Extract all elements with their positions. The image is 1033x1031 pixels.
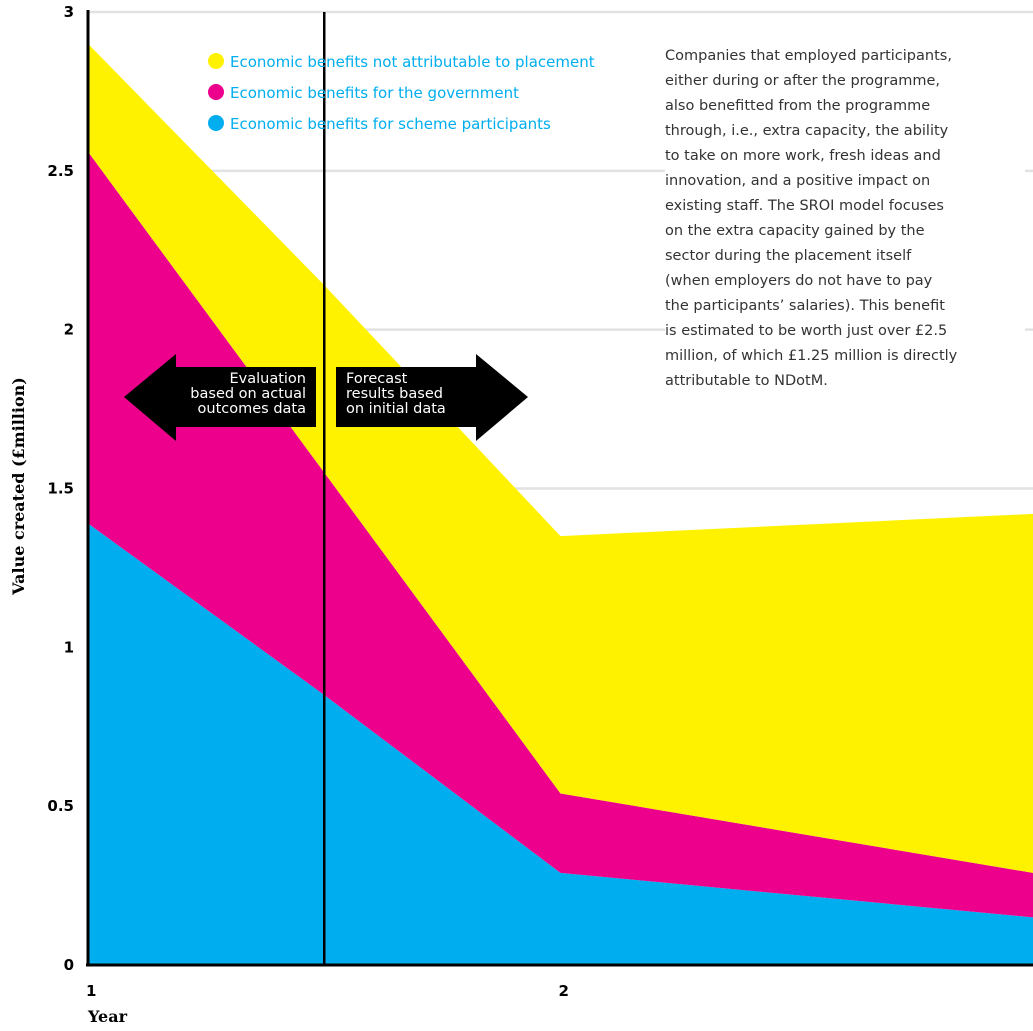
y-tick-label: 2 [64,321,74,339]
left-arrow-text: outcomes data [198,401,306,417]
legend-swatch [208,115,224,131]
left-arrow-text: based on actual [190,386,306,402]
legend-label: Economic benefits for the government [230,84,519,102]
y-tick-label: 1 [64,638,74,656]
left-arrow-text: Evaluation [229,371,306,387]
right-arrow-text: Forecast [346,371,408,387]
legend-swatch [208,84,224,100]
y-tick-label: 0.5 [47,797,74,815]
y-tick-label: 1.5 [47,480,74,498]
axes [86,10,1033,967]
x-axis-title: Year [87,1007,128,1026]
x-tick-label: 1 [86,982,96,1000]
right-arrow-text: results based [346,386,443,402]
area-series-2 [88,43,1033,873]
legend: Economic benefits not attributable to pl… [208,53,595,133]
area-series-1 [88,151,1033,918]
legend-swatch [208,53,224,69]
legend-label: Economic benefits not attributable to pl… [230,53,595,71]
y-tick-label: 0 [64,956,74,974]
y-tick-label: 2.5 [47,162,74,180]
y-axis-title: Value created (£million) [9,377,28,596]
right-arrow [336,354,528,441]
tick-labels: 0 0.5 1 1.5 2 2.5 3 1 2 [47,3,569,1000]
right-arrow-text: on initial data [346,401,446,417]
legend-label: Economic benefits for scheme participant… [230,115,551,133]
left-arrow [124,354,316,441]
x-tick-label: 2 [559,982,569,1000]
annotation-text: Companies that employed participants, ei… [665,44,1025,394]
y-tick-label: 3 [64,3,74,21]
